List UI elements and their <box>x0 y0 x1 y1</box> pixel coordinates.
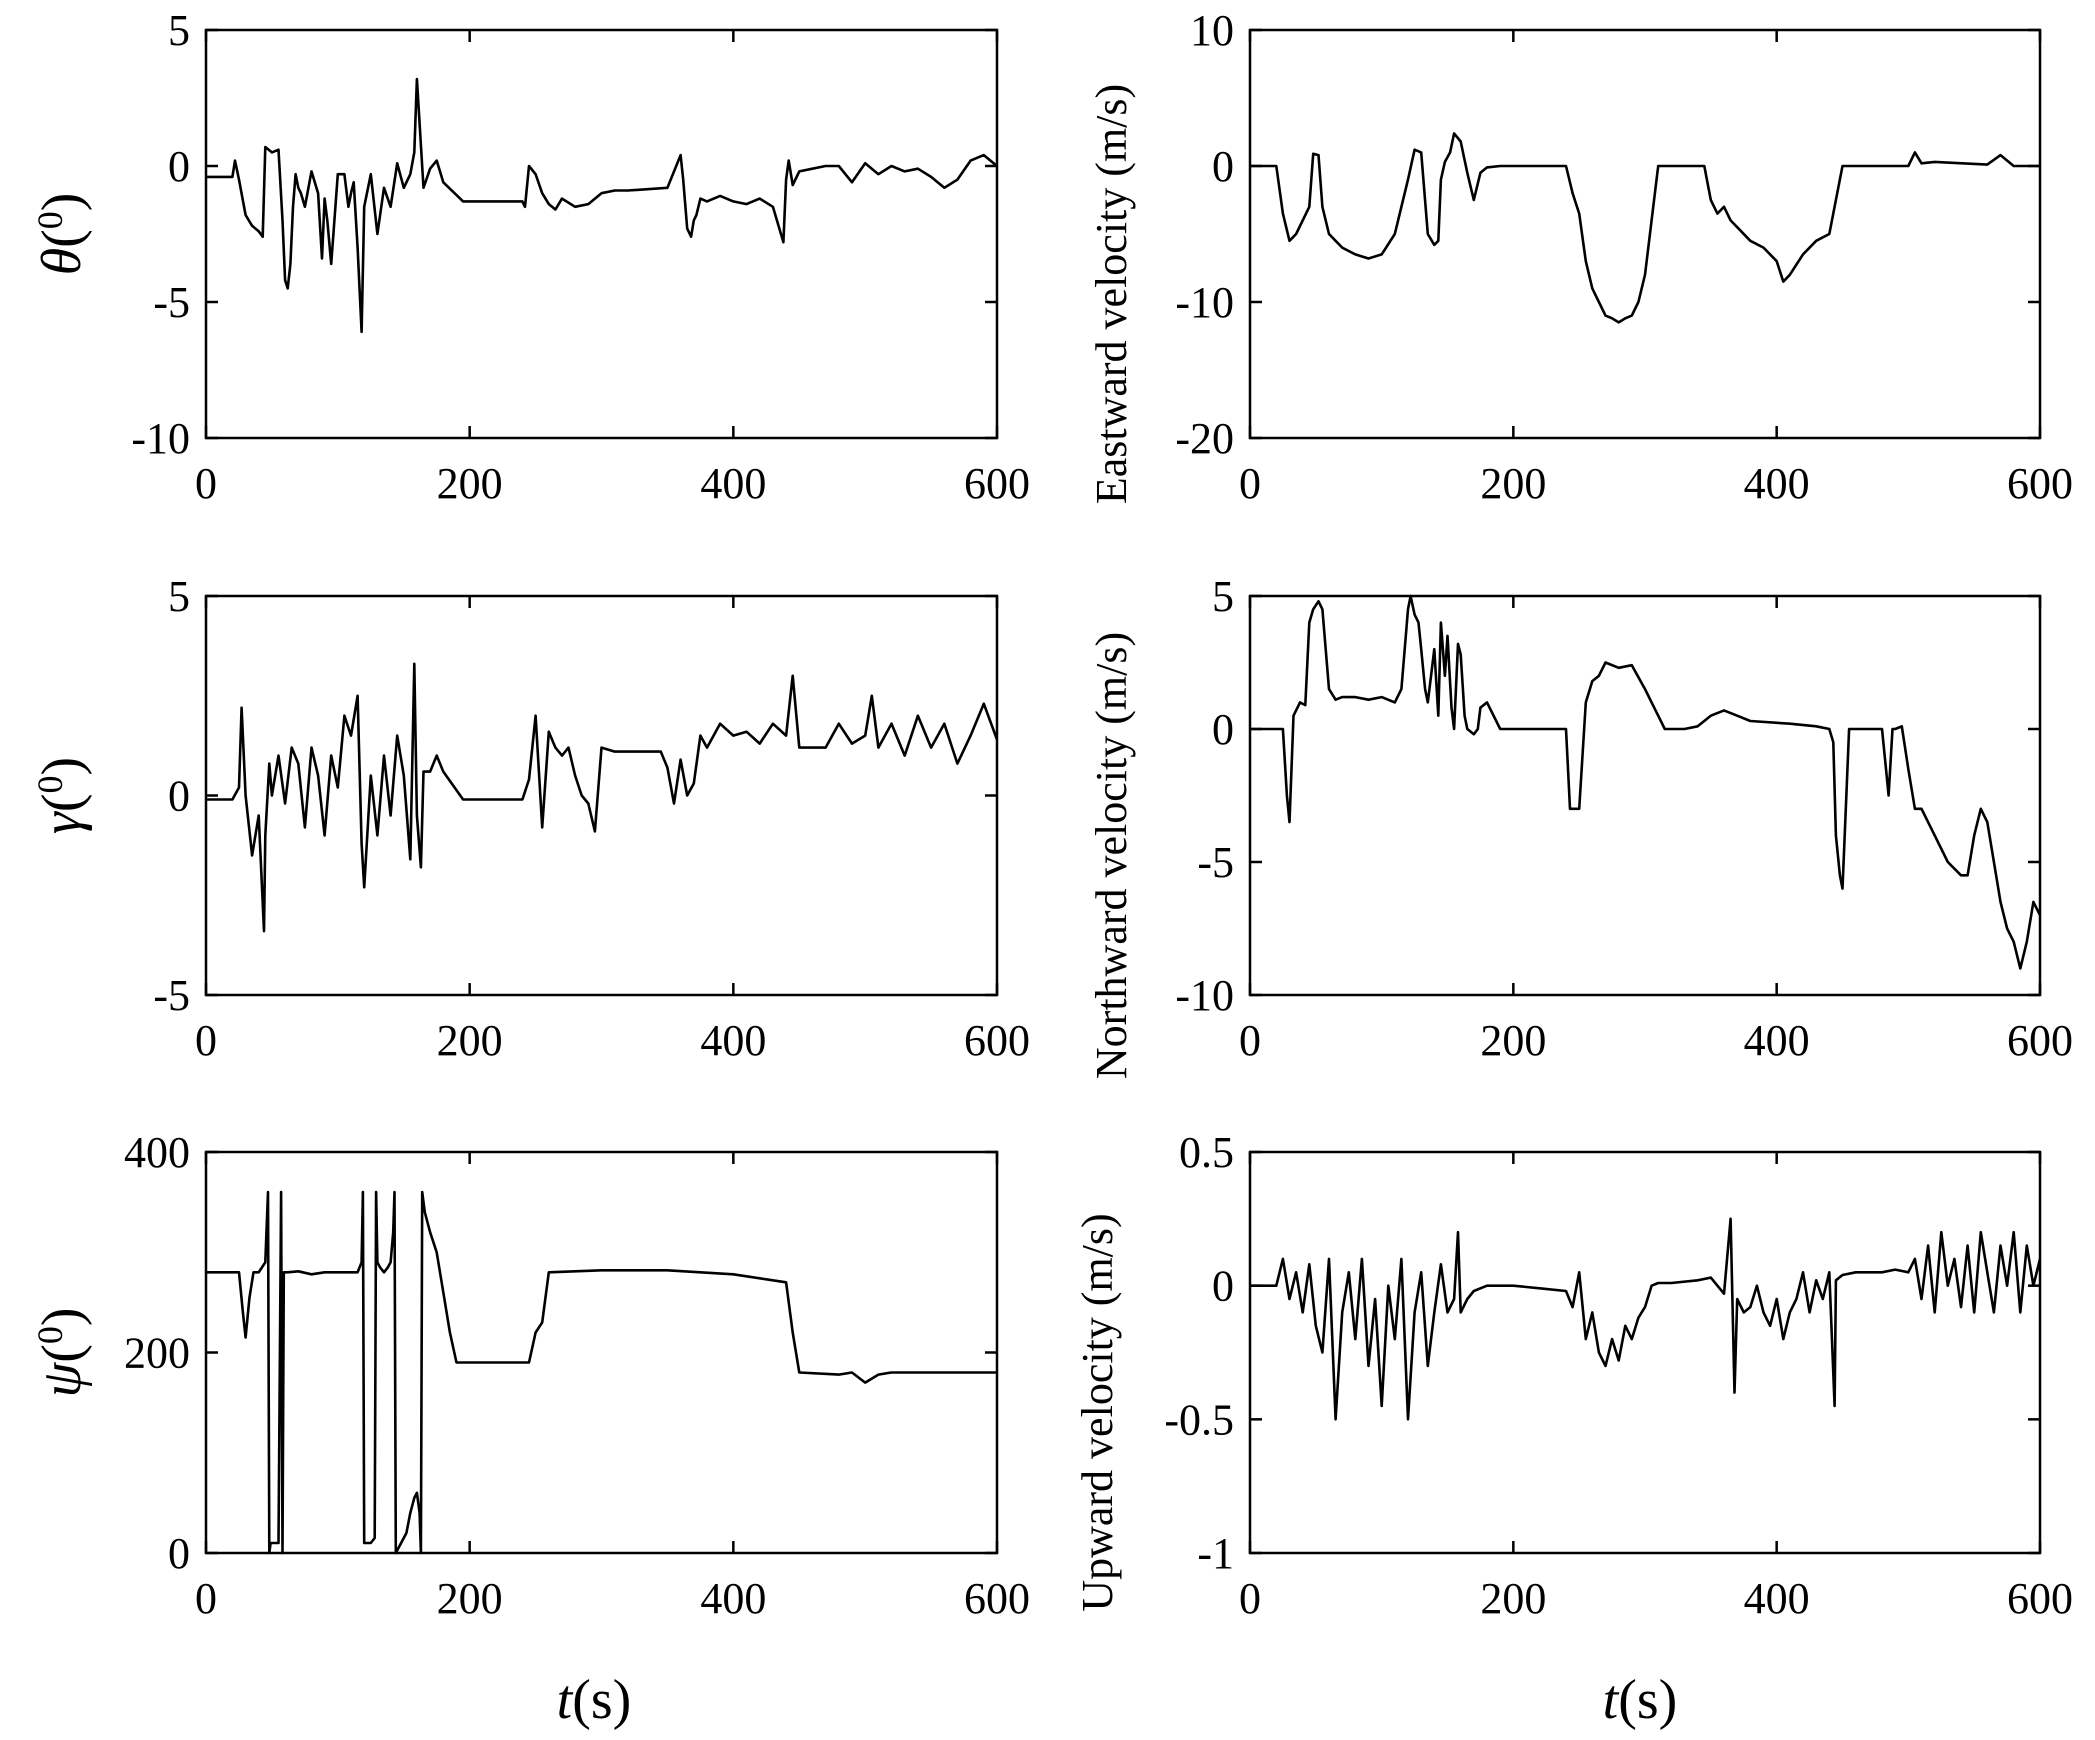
y-tick-label: 5 <box>168 572 190 621</box>
y-tick-label: 400 <box>124 1128 190 1177</box>
plot-frame <box>204 1150 999 1555</box>
series-line-gamma <box>206 662 999 933</box>
x-tick-label: 200 <box>1480 1574 1546 1623</box>
y-axis-label: θ(0) <box>30 193 93 276</box>
y-tick-label: 0 <box>1212 1262 1234 1311</box>
y-tick-label: 0 <box>1212 142 1234 191</box>
y-tick-label: 5 <box>168 6 190 55</box>
x-tick-label: 400 <box>1744 1574 1810 1623</box>
y-axis-label: Upward velocity (m/s) <box>1073 1213 1122 1611</box>
y-tick-label: 5 <box>1212 572 1234 621</box>
series-line-psi <box>206 1190 997 1555</box>
plot-frame <box>204 28 999 440</box>
x-tick-label: 600 <box>2007 1016 2073 1065</box>
x-tick-label: 400 <box>700 1016 766 1065</box>
chart-theta: 0 200 400 600 5 0 -5 -10 θ(0) <box>30 6 1030 508</box>
x-tick-label: 200 <box>437 1574 503 1623</box>
y-tick-label: -1 <box>1197 1529 1234 1578</box>
x-tick-label: 200 <box>437 459 503 508</box>
y-axis-label: Eastward velocity (m/s) <box>1087 84 1136 504</box>
x-tick-label: 0 <box>1239 1016 1261 1065</box>
plot-frame <box>204 594 999 997</box>
x-tick-label: 400 <box>1744 1016 1810 1065</box>
series-line-upward <box>1250 1217 2042 1421</box>
y-tick-label: 0 <box>1212 705 1234 754</box>
chart-eastward-velocity: 0 200 400 600 10 0 -10 -20 Eastward velocity (m/… <box>1087 6 2073 508</box>
y-tick-label: -20 <box>1175 414 1234 463</box>
y-tick-label: -10 <box>1175 971 1234 1020</box>
y-tick-label: -5 <box>1197 838 1234 887</box>
x-tick-label: 600 <box>964 1574 1030 1623</box>
x-axis-label-left: t(s) <box>557 1669 632 1731</box>
y-tick-label: 0 <box>168 1529 190 1578</box>
x-tick-label: 0 <box>195 459 217 508</box>
x-tick-label: 200 <box>1480 1016 1546 1065</box>
x-tick-label: 400 <box>1744 459 1810 508</box>
y-tick-label: 0 <box>168 142 190 191</box>
x-tick-label: 0 <box>1239 459 1261 508</box>
x-tick-label: 400 <box>700 1574 766 1623</box>
x-tick-label: 200 <box>437 1016 503 1065</box>
series-line-northward <box>1250 594 2042 970</box>
y-axis-label: ψ(0) <box>30 1307 93 1397</box>
x-tick-label: 200 <box>1480 459 1546 508</box>
y-tick-label: -10 <box>1175 278 1234 327</box>
plot-frame <box>1248 28 2042 440</box>
chart-psi: 0 200 400 600 400 200 0 ψ(0) <box>30 1128 1030 1623</box>
x-axis-label-right: t(s) <box>1603 1669 1678 1731</box>
y-tick-label: -10 <box>131 414 190 463</box>
chart-upward-velocity: 0 200 400 600 0.5 0 -0.5 -1 Upward velocity (m/s… <box>1073 1128 2073 1623</box>
x-tick-label: 400 <box>700 459 766 508</box>
y-axis-label: γ(0) <box>30 757 93 834</box>
y-axis-label: Northward velocity (m/s) <box>1087 632 1136 1079</box>
series-line-eastward <box>1250 132 2040 324</box>
x-tick-label: 0 <box>195 1016 217 1065</box>
y-tick-label: 10 <box>1190 6 1234 55</box>
y-tick-label: -5 <box>153 971 190 1020</box>
y-tick-label: 0 <box>168 772 190 821</box>
series-line-theta <box>206 77 998 334</box>
plot-frame <box>1248 1150 2042 1555</box>
y-tick-label: -5 <box>153 278 190 327</box>
plot-frame <box>1248 594 2042 997</box>
x-tick-label: 600 <box>2007 1574 2073 1623</box>
chart-northward-velocity: 0 200 400 600 5 0 -5 -10 Northward velocity (m/s… <box>1087 572 2073 1079</box>
y-tick-label: -0.5 <box>1164 1395 1234 1444</box>
x-tick-label: 0 <box>1239 1574 1261 1623</box>
x-tick-label: 600 <box>964 1016 1030 1065</box>
x-tick-label: 600 <box>964 459 1030 508</box>
y-tick-label: 200 <box>124 1329 190 1378</box>
y-tick-label: 0.5 <box>1179 1128 1234 1177</box>
x-tick-label: 0 <box>195 1574 217 1623</box>
x-tick-label: 600 <box>2007 459 2073 508</box>
